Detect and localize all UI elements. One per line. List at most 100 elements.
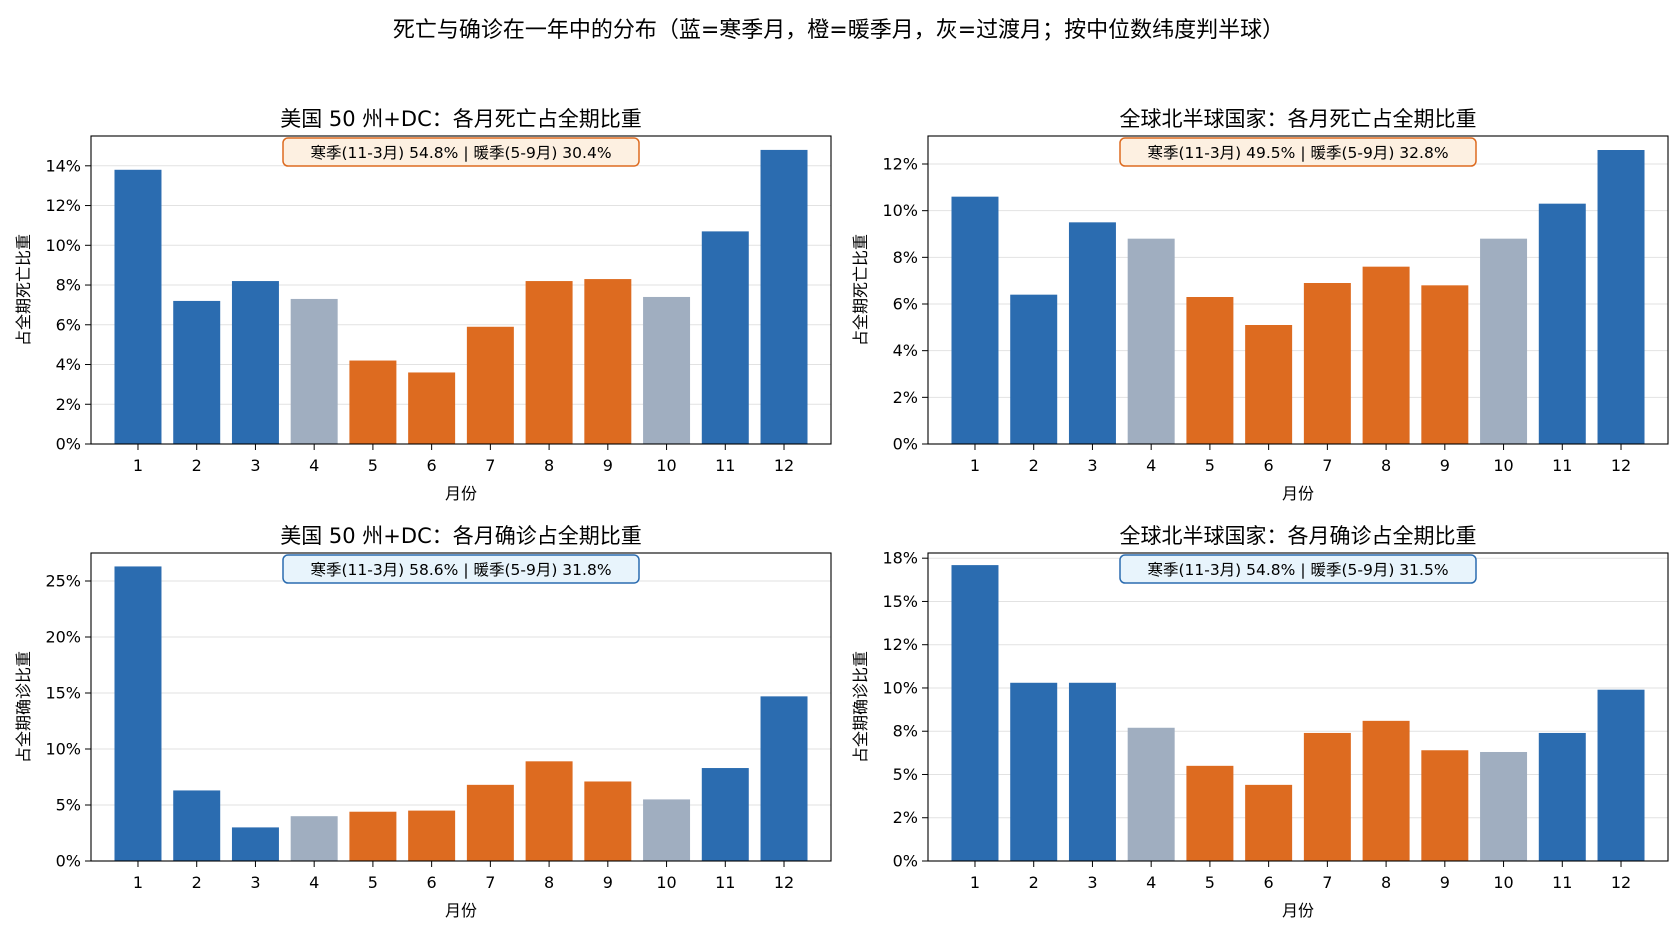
axes-frame — [927, 135, 1669, 445]
bar-month-6 — [408, 372, 456, 444]
bar-month-3 — [231, 281, 279, 444]
x-tick-label: 3 — [250, 456, 260, 475]
bar-month-10 — [643, 296, 691, 444]
x-tick-label: 11 — [715, 873, 735, 892]
x-tick-label: 7 — [485, 456, 495, 475]
bar-month-12 — [1597, 150, 1645, 444]
x-tick-label: 6 — [1264, 456, 1274, 475]
y-tick-label: 14% — [45, 156, 81, 175]
x-tick-label: 11 — [1552, 873, 1572, 892]
y-tick-label: 2% — [893, 808, 918, 827]
season-summary-text: 寒季(11-3月) 54.8% | 暖季(5-9月) 30.4% — [310, 143, 611, 162]
y-tick-label: 25% — [45, 572, 81, 591]
y-tick-label: 5% — [56, 796, 81, 815]
x-tick-label: 11 — [1552, 456, 1572, 475]
bar-month-2 — [173, 300, 221, 444]
bar-month-6 — [1245, 325, 1293, 444]
bar-month-8 — [525, 281, 573, 444]
x-tick-label: 7 — [485, 873, 495, 892]
y-tick-label: 2% — [56, 395, 81, 414]
x-tick-label: 12 — [774, 456, 794, 475]
bar-month-8 — [1362, 720, 1410, 861]
x-tick-label: 9 — [603, 456, 613, 475]
x-tick-label: 1 — [133, 456, 143, 475]
y-tick-label: 8% — [56, 276, 81, 295]
x-tick-label: 6 — [427, 873, 437, 892]
y-tick-label: 15% — [45, 684, 81, 703]
x-tick-label: 11 — [715, 456, 735, 475]
y-tick-label: 18% — [882, 549, 918, 568]
bar-month-1 — [951, 565, 999, 861]
bar-month-7 — [466, 326, 514, 444]
x-tick-label: 5 — [368, 873, 378, 892]
bar-month-12 — [1597, 689, 1645, 861]
x-tick-label: 4 — [1146, 873, 1156, 892]
axes-frame — [90, 135, 832, 445]
x-tick-label: 6 — [427, 456, 437, 475]
bar-month-5 — [1186, 297, 1234, 444]
bar-month-1 — [114, 169, 162, 444]
x-tick-label: 10 — [656, 456, 676, 475]
x-tick-label: 1 — [970, 873, 980, 892]
bar-month-7 — [1303, 732, 1351, 861]
bar-month-6 — [1245, 784, 1293, 861]
bar-month-11 — [1538, 732, 1586, 861]
season-summary-text: 寒季(11-3月) 49.5% | 暖季(5-9月) 32.8% — [1147, 143, 1448, 162]
panel-nh-cases: 0%2%5%8%10%12%15%18%1 2 3 4 5 6 7 8 9 10 11 12全球北半球… — [851, 524, 1669, 920]
y-tick-label: 12% — [882, 155, 918, 174]
y-tick-label: 10% — [882, 678, 918, 697]
y-tick-label: 4% — [893, 341, 918, 360]
y-tick-label: 12% — [45, 196, 81, 215]
x-tick-label: 12 — [774, 873, 794, 892]
y-tick-label: 6% — [56, 315, 81, 334]
x-tick-label: 9 — [603, 873, 613, 892]
x-tick-label: 3 — [250, 873, 260, 892]
bar-month-11 — [1538, 203, 1586, 444]
x-axis-label: 月份 — [1282, 484, 1314, 503]
y-axis-label: 占全期确诊比重 — [851, 651, 870, 763]
x-tick-label: 3 — [1087, 456, 1097, 475]
bar-month-1 — [114, 566, 162, 861]
y-tick-label: 2% — [893, 388, 918, 407]
panel-title: 美国 50 州+DC：各月确诊占全期比重 — [280, 524, 642, 548]
y-tick-label: 6% — [893, 295, 918, 314]
bar-month-10 — [1480, 238, 1528, 444]
bar-month-5 — [1186, 765, 1234, 861]
x-tick-label: 6 — [1264, 873, 1274, 892]
y-tick-label: 10% — [45, 740, 81, 759]
x-tick-label: 10 — [1493, 456, 1513, 475]
y-tick-label: 15% — [882, 592, 918, 611]
x-tick-label: 7 — [1322, 456, 1332, 475]
x-tick-label: 2 — [1029, 456, 1039, 475]
bar-month-4 — [1127, 238, 1175, 444]
x-tick-label: 8 — [544, 873, 554, 892]
panel-title: 全球北半球国家：各月死亡占全期比重 — [1120, 107, 1477, 131]
season-summary-box — [1119, 554, 1477, 584]
x-tick-label: 10 — [1493, 873, 1513, 892]
season-summary-text: 寒季(11-3月) 54.8% | 暖季(5-9月) 31.5% — [1147, 560, 1448, 579]
bar-month-9 — [584, 279, 632, 444]
bar-month-2 — [1010, 682, 1058, 861]
x-tick-label: 9 — [1440, 873, 1450, 892]
bar-month-2 — [1010, 294, 1058, 444]
bar-month-2 — [173, 790, 221, 861]
x-tick-label: 4 — [1146, 456, 1156, 475]
y-tick-label: 4% — [56, 355, 81, 374]
x-tick-label: 9 — [1440, 456, 1450, 475]
axes-frame — [90, 552, 832, 862]
bar-month-9 — [1421, 750, 1469, 861]
x-axis-label: 月份 — [445, 901, 477, 920]
y-tick-label: 8% — [893, 248, 918, 267]
x-axis-label: 月份 — [1282, 901, 1314, 920]
x-tick-label: 2 — [192, 873, 202, 892]
y-tick-label: 0% — [56, 852, 81, 871]
y-axis-label: 占全期死亡比重 — [14, 234, 33, 346]
y-tick-label: 20% — [45, 628, 81, 647]
y-tick-label: 0% — [893, 852, 918, 871]
y-axis-label: 占全期死亡比重 — [851, 234, 870, 346]
bar-month-9 — [1421, 285, 1469, 444]
y-tick-label: 0% — [893, 435, 918, 454]
x-tick-label: 5 — [1205, 873, 1215, 892]
